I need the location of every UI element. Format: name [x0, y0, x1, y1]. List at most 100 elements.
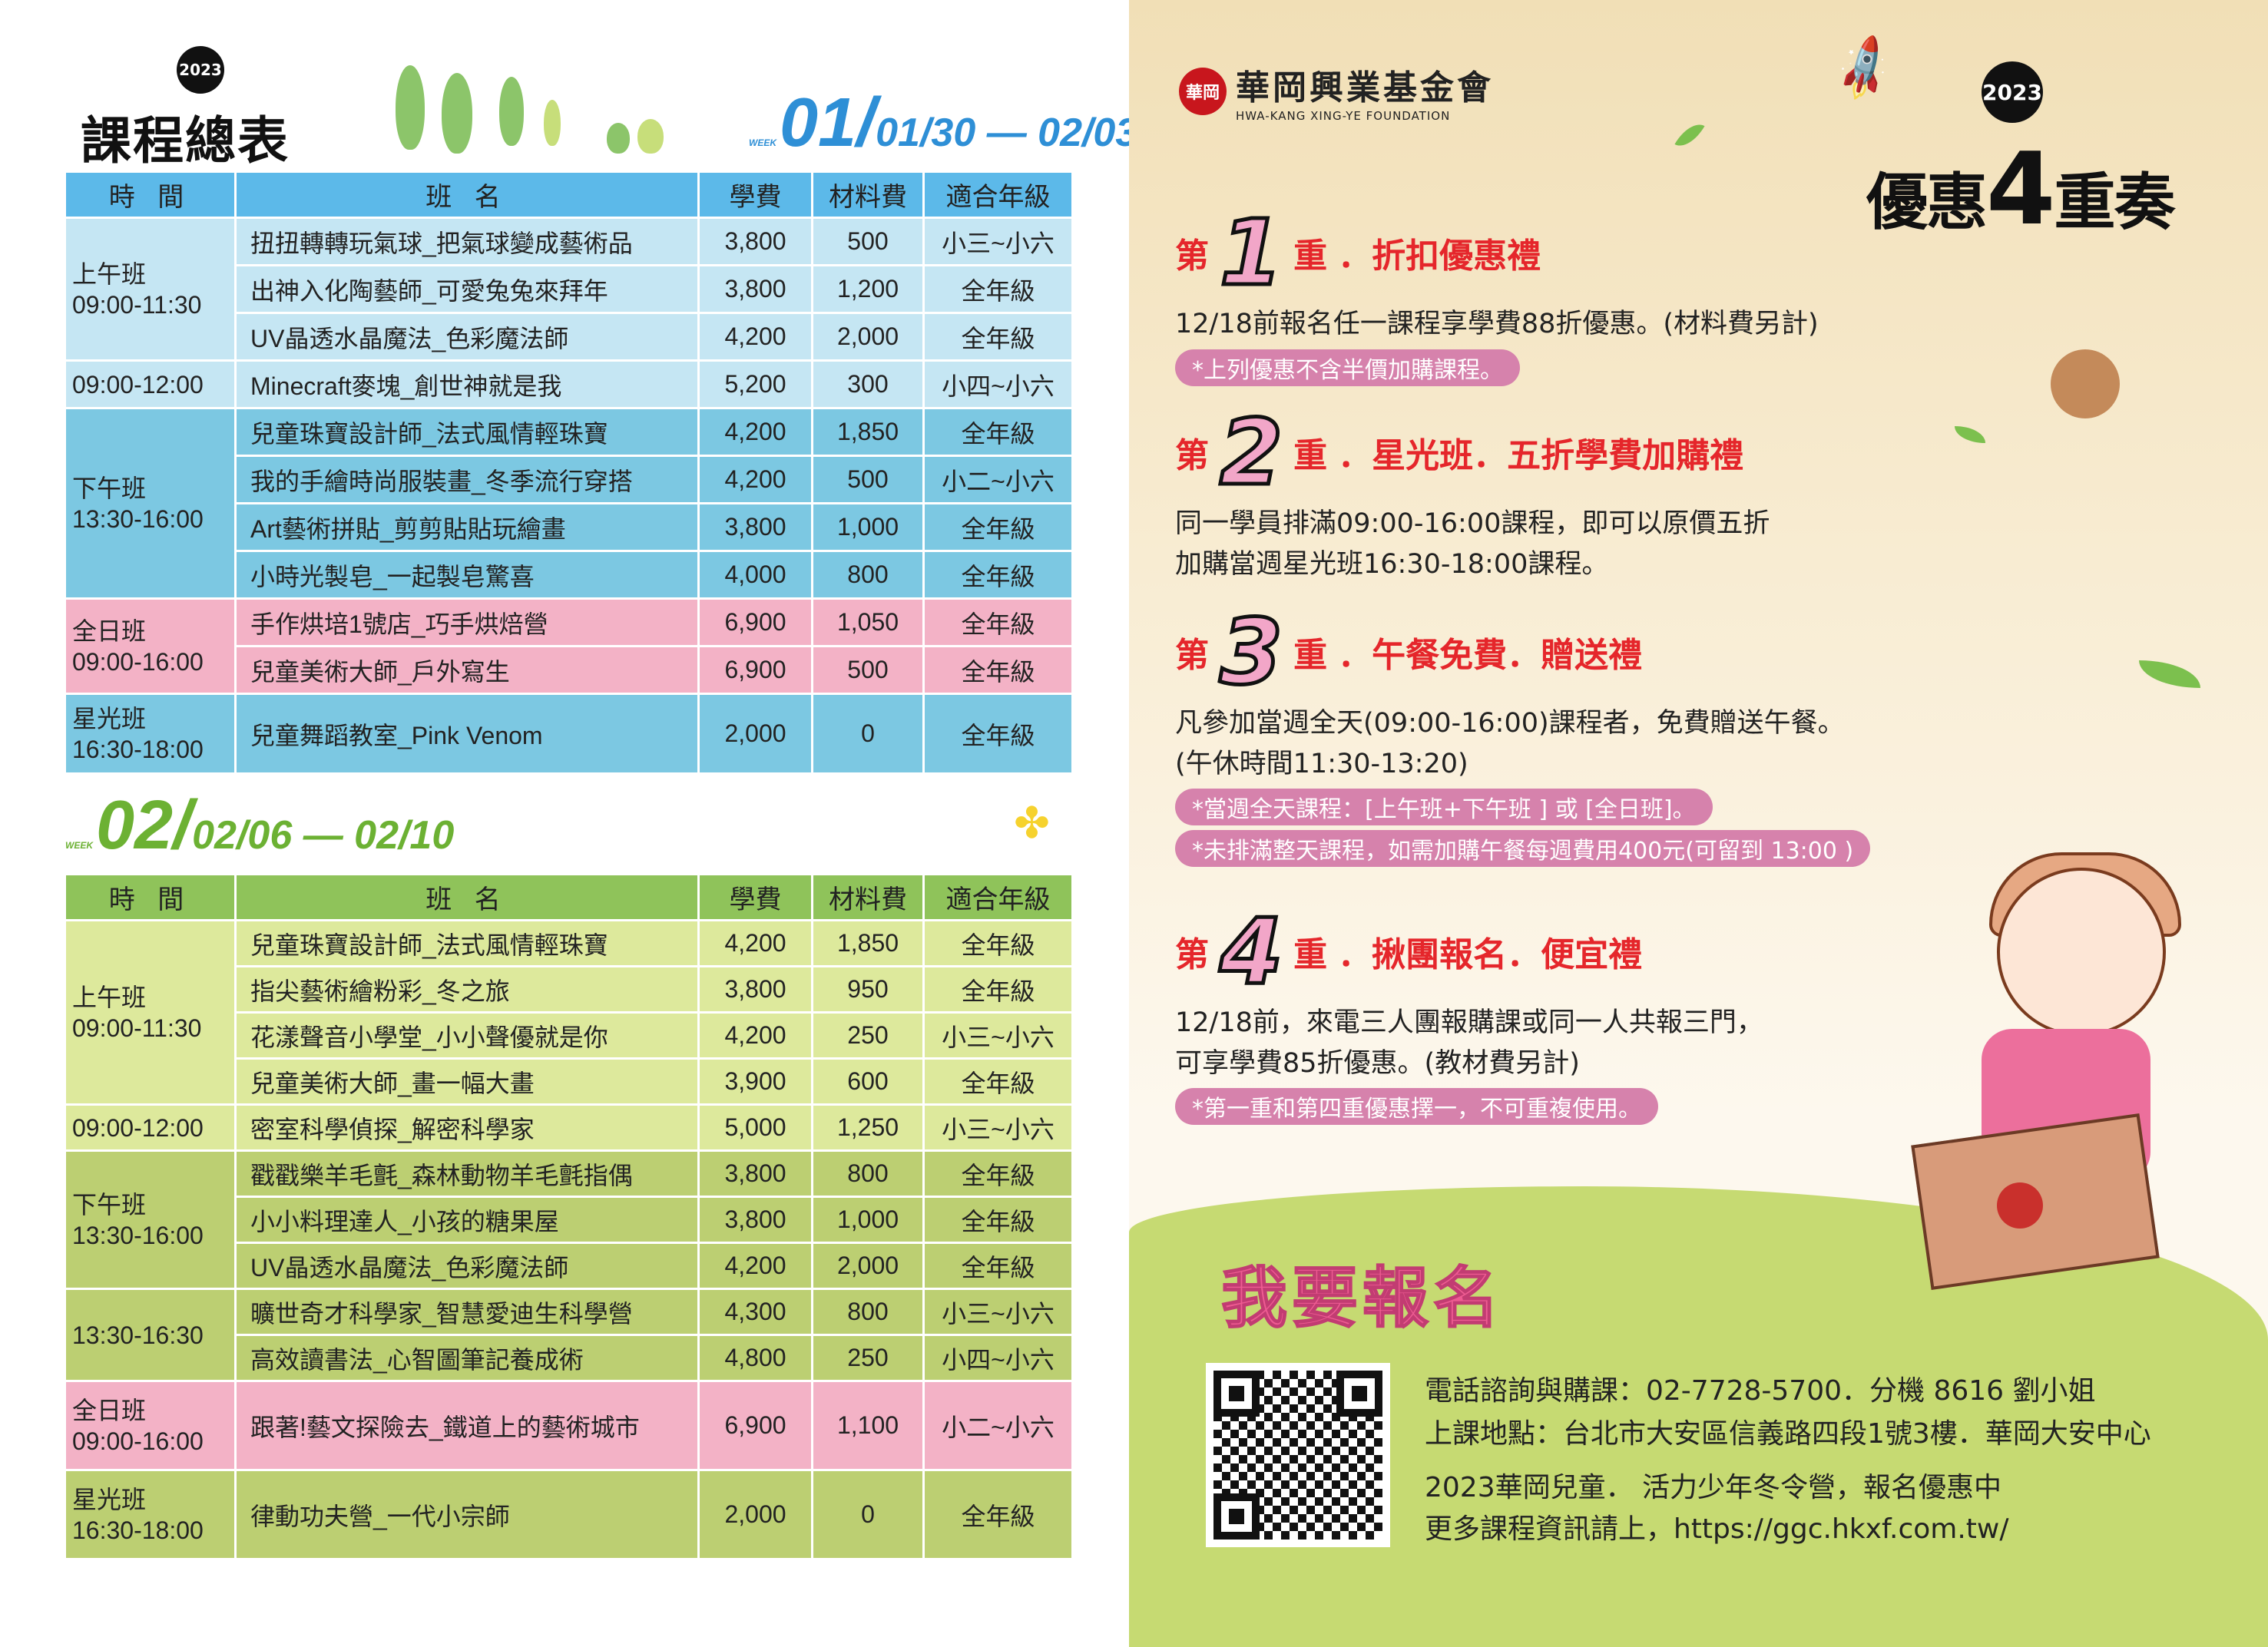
column-header: 班 名: [234, 873, 700, 921]
course-name: 指尖藝術繪粉彩_冬之旅: [234, 965, 700, 1014]
tuition-fee: 4,200: [697, 455, 813, 504]
foundation-logo: 華岡 華岡興業基金會 HWA-KANG XING-YE FOUNDATION: [1179, 60, 1494, 123]
offer-title: ．午餐免費．贈送禮: [1338, 636, 1643, 675]
table-row: 星光班 16:30-18:00 兒童舞蹈教室_Pink Venom 2,000 0 全年級: [64, 693, 1074, 775]
session-label: 上午班: [72, 260, 147, 288]
offer-note: *未排滿整天課程，如需加購午餐每週費用400元(可留到 13:00 ): [1175, 830, 1871, 867]
tuition-fee: 4,200: [697, 407, 813, 457]
year-badge: 2023: [1982, 61, 2043, 123]
bear-balloon: [2051, 349, 2120, 418]
offer-heading: 第 2 重 ．星光班．五折學費加購禮: [1175, 405, 1943, 500]
table-row: 下午班 13:30-16:00 戳戳樂羊毛氈_森林動物羊毛氈指偶 3,800 800 全年…: [64, 1149, 1074, 1290]
logo-seal: 華岡: [1179, 68, 1227, 115]
offer-prefix: 第: [1175, 935, 1209, 974]
offer-1: 第 1 重．折扣優惠禮 12/18前報名任一課程享學費88折優惠。(材料費另計) *上列…: [1175, 200, 1943, 386]
tuition-fee: 4,200: [697, 919, 813, 967]
title-part: 優惠: [1866, 167, 1988, 238]
tuition-fee: 6,900: [697, 597, 813, 647]
course-name: 兒童美術大師_戶外寫生: [234, 645, 700, 695]
tuition-fee: 3,900: [697, 1057, 813, 1106]
grade-level: 全年級: [922, 693, 1074, 775]
year-badge: 2023: [177, 46, 224, 94]
course-name: 兒童珠寶設計師_法式風情輕珠寶: [234, 919, 700, 967]
week-number: 01: [780, 84, 857, 161]
session-cell: 09:00-12:00: [64, 359, 237, 409]
session-time: 16:30-18:00: [72, 735, 204, 763]
tuition-fee: 4,800: [697, 1334, 813, 1382]
material-fee: 1,050: [811, 597, 925, 647]
week2-heading: WEEK02/02/06 — 02/10: [65, 787, 455, 864]
course-name: 出神入化陶藝師_可愛兔兔來拜年: [234, 264, 700, 314]
grade-level: 小二~小六: [922, 455, 1074, 504]
table-row: 13:30-16:30 曠世奇才科學家_智慧愛迪生科學營 4,300 800 小三~小六: [64, 1288, 1074, 1382]
course-name: 兒童珠寶設計師_法式風情輕珠寶: [234, 407, 700, 457]
course-name: 密室科學偵探_解密科學家: [234, 1103, 700, 1152]
contact-website[interactable]: 更多課程資訊請上，https://ggc.hkxf.com.tw/: [1425, 1513, 2009, 1545]
table-row: 下午班 13:30-16:00 兒童珠寶設計師_法式風情輕珠寶 4,200 1,850 全…: [64, 407, 1074, 600]
grade-level: 全年級: [922, 645, 1074, 695]
tree-decoration: [396, 65, 425, 150]
tuition-fee: 4,200: [697, 312, 813, 362]
offer-number: 3: [1217, 599, 1284, 705]
session-time: 09:00-11:30: [72, 290, 202, 319]
offer-text: (午休時間11:30-13:20): [1175, 748, 1468, 779]
session-time: 09:00-12:00: [72, 1113, 204, 1142]
material-fee: 250: [811, 1334, 925, 1382]
course-name: 兒童舞蹈教室_Pink Venom: [234, 693, 700, 775]
week2-table: 時 間班 名學費 材料費 適合年級 上午班 09:00-11:30 兒童珠寶設計師_法式風…: [64, 873, 1074, 1560]
column-header: 時 間: [64, 170, 237, 219]
session-cell: 星光班 16:30-18:00: [64, 693, 237, 775]
session-time: 09:00-16:00: [72, 647, 204, 676]
grade-level: 小三~小六: [922, 1288, 1074, 1336]
course-name: 戳戳樂羊毛氈_森林動物羊毛氈指偶: [234, 1149, 700, 1198]
offer-heading: 第 3 重 ．午餐免費．贈送禮: [1175, 599, 1943, 705]
grade-level: 小四~小六: [922, 1334, 1074, 1382]
offer-4: 第 4 重 ．揪團報名．便宜禮 12/18前，來電三人團報購課或同一人共報三門， 可享學費…: [1175, 905, 1943, 1125]
tree-decoration: [499, 77, 524, 146]
table-header: 時 間班 名學費 材料費 適合年級: [64, 170, 1074, 219]
session-cell: 下午班 13:30-16:00: [64, 407, 237, 600]
clover-icon: ✤: [1014, 799, 1050, 848]
offer-number: 1: [1217, 200, 1284, 306]
tuition-fee: 2,000: [697, 693, 813, 775]
grade-level: 全年級: [922, 502, 1074, 552]
qr-code[interactable]: [1206, 1363, 1390, 1547]
page-title: 課程總表: [81, 111, 290, 170]
session-cell: 下午班 13:30-16:00: [64, 1149, 237, 1290]
session-cell: 星光班 16:30-18:00: [64, 1469, 237, 1560]
table-row: 指尖藝術繪粉彩_冬之旅 3,800 950 全年級: [65, 965, 1074, 1014]
material-fee: 1,250: [811, 1103, 925, 1152]
table-row: 出神入化陶藝師_可愛兔兔來拜年 3,800 1,200 全年級: [65, 264, 1074, 314]
offer-2: 第 2 重 ．星光班．五折學費加購禮 同一學員排滿09:00-16:00課程，即可以原價…: [1175, 405, 1943, 584]
material-fee: 1,000: [811, 1196, 925, 1244]
table-row: 全日班 09:00-16:00 手作烘培1號店_巧手烘焙營 6,900 1,050 全年級: [64, 597, 1074, 695]
column-header: 學費: [697, 873, 813, 921]
course-name: Minecraft麥塊_創世神就是我: [234, 359, 700, 409]
session-label: 全日班: [72, 617, 147, 645]
material-fee: 800: [811, 1288, 925, 1336]
offer-heading: 第 1 重．折扣優惠禮: [1175, 200, 1943, 306]
session-time: 13:30-16:00: [72, 504, 204, 533]
table-row: 上午班 09:00-11:30 兒童珠寶設計師_法式風情輕珠寶 4,200 1,850 全…: [64, 919, 1074, 1106]
session-cell: 上午班 09:00-11:30: [64, 217, 237, 362]
session-label: 全日班: [72, 1396, 147, 1424]
course-name: 我的手繪時尚服裝畫_冬季流行穿搭: [234, 455, 700, 504]
tuition-fee: 4,200: [697, 1242, 813, 1290]
session-label: 上午班: [72, 983, 147, 1011]
table-row: 09:00-12:00 密室科學偵探_解密科學家 5,000 1,250 小三~小六: [64, 1103, 1074, 1152]
session-time: 09:00-16:00: [72, 1427, 204, 1455]
course-name: 律動功夫營_一代小宗師: [234, 1469, 700, 1560]
week-tag: WEEK: [749, 137, 776, 148]
logo-name-zh: 華岡興業基金會: [1236, 68, 1494, 107]
tuition-fee: 2,000: [697, 1469, 813, 1560]
offer-prefix: 第: [1175, 436, 1209, 475]
course-name: 兒童美術大師_畫一幅大畫: [234, 1057, 700, 1106]
material-fee: 2,000: [811, 1242, 925, 1290]
grade-level: 小二~小六: [922, 1380, 1074, 1471]
offer-text: 加購當週星光班16:30-18:00課程。: [1175, 548, 1609, 580]
tree-decoration: [442, 73, 472, 154]
week-dates: 02/06 — 02/10: [192, 813, 455, 858]
material-fee: 800: [811, 1149, 925, 1198]
material-fee: 1,850: [811, 407, 925, 457]
week-number: 02: [96, 787, 174, 864]
